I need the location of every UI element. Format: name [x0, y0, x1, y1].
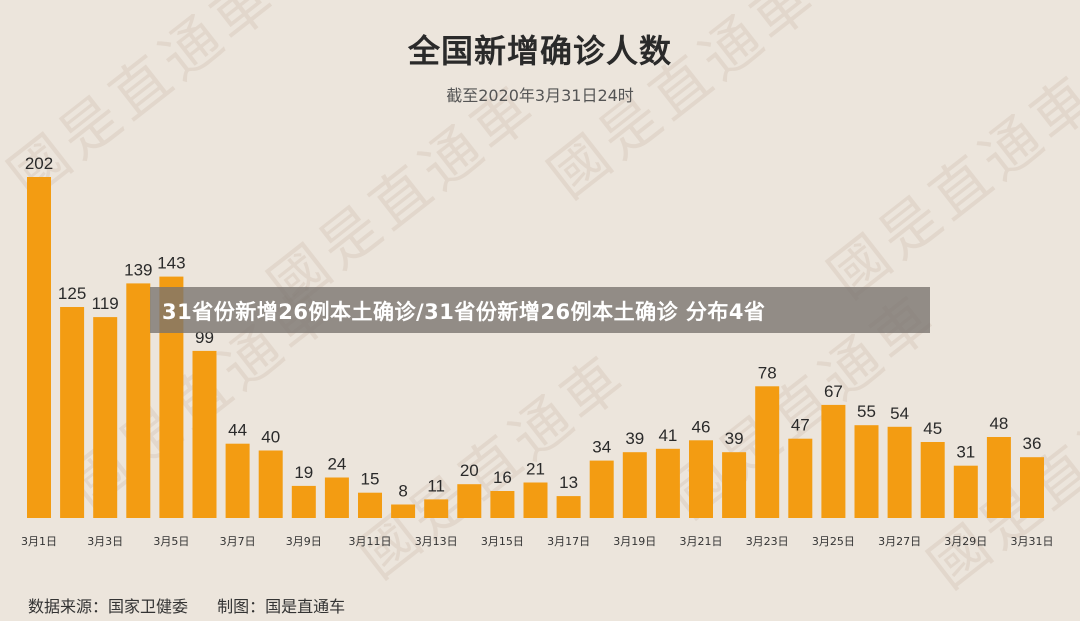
x-tick-label: 3月19日	[613, 535, 656, 548]
data-label: 19	[294, 463, 313, 482]
x-tick-label: 3月15日	[481, 535, 524, 548]
data-label: 21	[526, 460, 545, 479]
data-label: 41	[658, 426, 677, 445]
data-label: 44	[228, 421, 247, 440]
chart-maker: 制图：国是直通车	[217, 597, 346, 616]
bar-3月9日	[291, 485, 316, 518]
bar-3月8日	[258, 450, 283, 518]
data-label: 11	[427, 476, 445, 495]
bar-3月11日	[358, 492, 382, 518]
data-label: 15	[361, 470, 380, 489]
bar-3月25日	[821, 404, 846, 518]
data-label: 13	[559, 473, 578, 492]
data-label: 31	[956, 443, 975, 462]
data-label: 48	[989, 414, 1008, 433]
bar-3月27日	[887, 426, 912, 518]
x-tick-label: 3月27日	[878, 535, 921, 548]
bar-3月12日	[391, 504, 416, 518]
data-label: 67	[824, 382, 843, 401]
bar-3月26日	[854, 425, 879, 518]
bar-3月10日	[324, 477, 349, 518]
x-tick-label: 3月31日	[1011, 535, 1054, 548]
x-tick-label: 3月3日	[87, 535, 123, 548]
data-label: 143	[157, 254, 185, 273]
banner-text: 31省份新增26例本土确诊/31省份新增26例本土确诊 分布4省	[162, 300, 766, 324]
data-label: 78	[758, 363, 777, 382]
x-tick-label: 3月1日	[21, 535, 57, 548]
chart-title: 全国新增确诊人数	[407, 32, 672, 70]
bar-3月4日	[126, 283, 151, 518]
bar-3月20日	[655, 448, 680, 518]
bar-3月22日	[722, 452, 747, 518]
x-tick-label: 3月13日	[415, 535, 458, 548]
bar-3月29日	[953, 465, 978, 518]
bar-3月31日	[1020, 457, 1044, 518]
bar-3月18日	[589, 460, 614, 518]
x-tick-label: 3月21日	[680, 535, 723, 548]
data-label: 55	[857, 402, 876, 421]
bar-3月17日	[556, 496, 581, 518]
data-label: 125	[58, 284, 86, 303]
footer: 数据来源：国家卫健委 制图：国是直通车	[28, 593, 369, 617]
bar-3月14日	[457, 484, 482, 518]
data-label: 46	[692, 417, 711, 436]
x-tick-label: 3月9日	[286, 535, 322, 548]
data-label: 24	[327, 455, 346, 474]
bar-3月23日	[755, 386, 780, 518]
bar-3月21日	[689, 440, 713, 518]
bar-3月1日	[27, 177, 51, 518]
data-label: 47	[791, 416, 810, 435]
bar-3月24日	[788, 438, 813, 518]
data-label: 40	[261, 428, 280, 447]
x-tick-label: 3月29日	[944, 535, 987, 548]
bar-3月30日	[986, 437, 1011, 518]
data-label: 202	[25, 154, 53, 173]
x-tick-label: 3月7日	[220, 535, 256, 548]
data-label: 39	[625, 429, 644, 448]
news-banner[interactable]: 31省份新增26例本土确诊/31省份新增26例本土确诊 分布4省	[150, 287, 930, 333]
bar-3月2日	[60, 307, 85, 518]
data-label: 36	[1023, 434, 1042, 453]
data-label: 8	[398, 482, 407, 501]
bar-3月15日	[490, 491, 515, 518]
chart-subtitle: 截至2020年3月31日24时	[446, 86, 634, 105]
x-tick-label: 3月23日	[746, 535, 789, 548]
bar-3月3日	[93, 317, 118, 518]
data-label: 139	[124, 260, 152, 279]
data-source: 数据来源：国家卫健委	[28, 597, 189, 616]
data-label: 16	[493, 468, 512, 487]
bar-3月28日	[920, 442, 945, 518]
data-label: 45	[923, 419, 942, 438]
data-label: 54	[890, 404, 909, 423]
bar-3月16日	[523, 482, 548, 518]
x-tick-label: 3月25日	[812, 535, 855, 548]
x-tick-label: 3月5日	[153, 535, 189, 548]
x-tick-label: 3月17日	[547, 535, 590, 548]
bar-3月7日	[225, 443, 250, 518]
data-label: 39	[725, 429, 744, 448]
data-label: 119	[92, 294, 119, 313]
data-label: 34	[592, 438, 611, 457]
bar-3月6日	[192, 350, 217, 518]
bar-3月13日	[424, 499, 449, 518]
data-label: 20	[460, 461, 479, 480]
x-tick-label: 3月11日	[349, 535, 392, 548]
bar-3月19日	[622, 452, 647, 518]
